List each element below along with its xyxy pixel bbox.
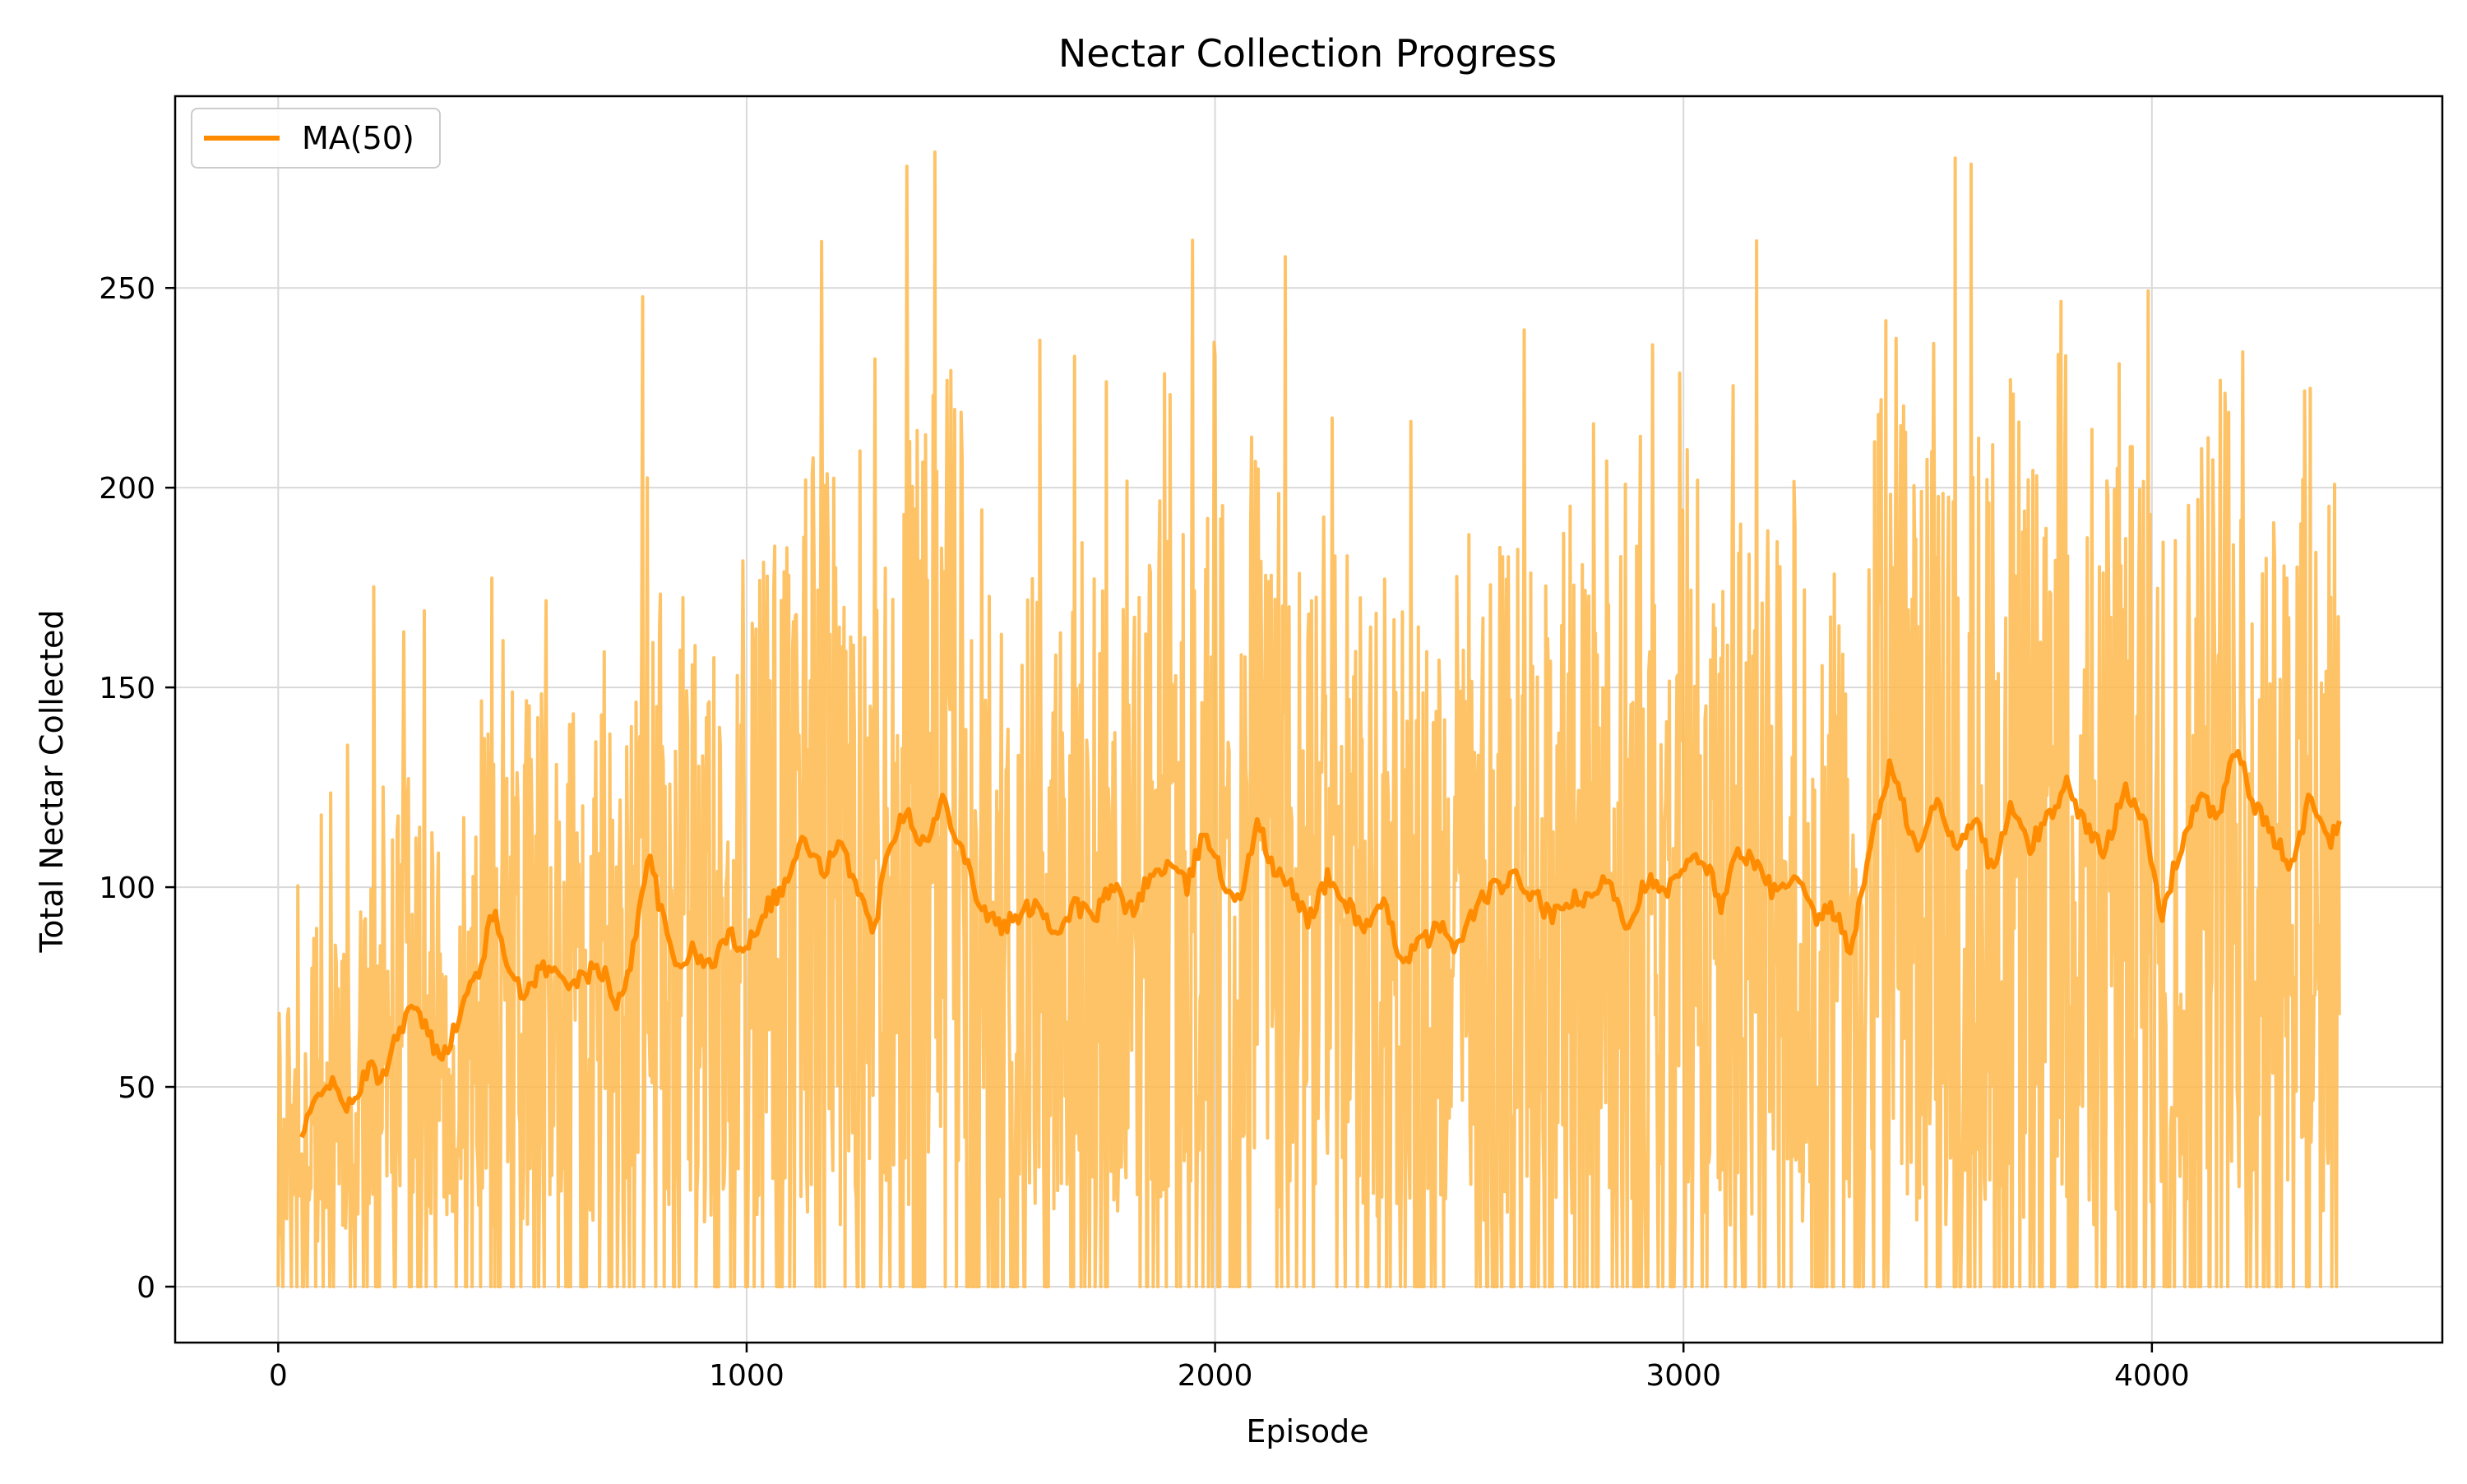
y-tick-label: 0	[137, 1271, 155, 1305]
legend-box	[191, 108, 441, 169]
x-tick-label: 3000	[1645, 1359, 1721, 1393]
y-axis-label: Total Nectar Collected	[34, 610, 70, 954]
chart-title: Nectar Collection Progress	[1058, 31, 1557, 76]
y-tick-label: 50	[118, 1071, 155, 1105]
raw-episode-series	[276, 150, 2341, 1288]
x-axis-label: Episode	[1246, 1413, 1368, 1449]
y-tick-label: 100	[99, 871, 155, 905]
raw-episode-line	[276, 150, 2341, 1288]
legend-label: MA(50)	[302, 120, 414, 156]
x-axis-ticks: 0 1000 2000 3000 4000	[269, 1343, 2190, 1393]
moving-average-series	[299, 749, 2342, 1139]
x-tick-label: 4000	[2114, 1359, 2190, 1393]
legend: MA(50)	[191, 108, 441, 169]
y-tick-label: 150	[99, 672, 155, 705]
y-tick-label: 200	[99, 472, 155, 506]
x-tick-label: 1000	[709, 1359, 785, 1393]
plot-area-frame	[174, 95, 2444, 1344]
x-tick-label: 0	[269, 1359, 288, 1393]
ma-line	[299, 749, 2342, 1139]
x-tick-label: 2000	[1178, 1359, 1253, 1393]
y-axis-ticks: 0 50 100 150 200 250	[99, 272, 175, 1305]
y-tick-label: 250	[99, 272, 155, 306]
